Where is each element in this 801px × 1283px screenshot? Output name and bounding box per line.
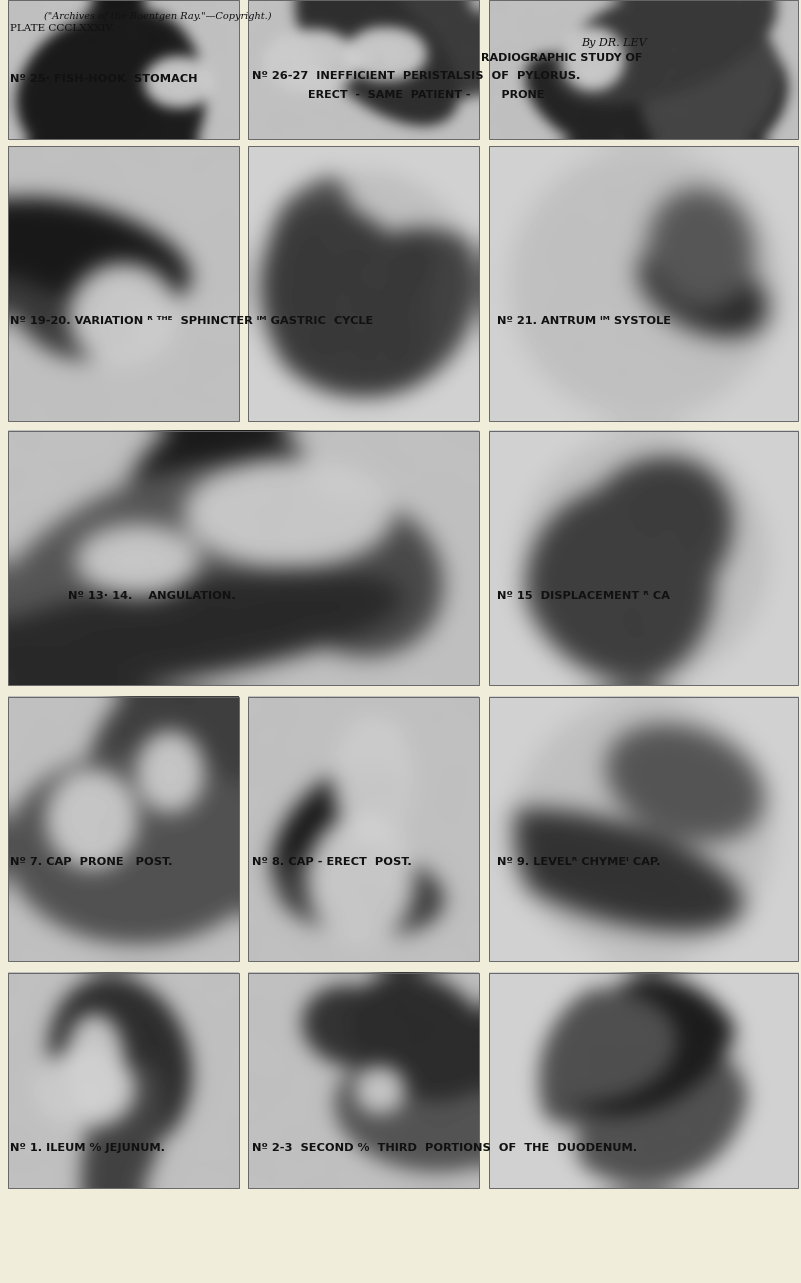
- Bar: [248, 0, 479, 139]
- Text: ("Archives of the Roentgen Ray."—Copyright.): ("Archives of the Roentgen Ray."—Copyrig…: [44, 12, 272, 21]
- Text: Nº 13· 14.    ANGULATION.: Nº 13· 14. ANGULATION.: [68, 591, 235, 602]
- Bar: [248, 146, 479, 421]
- Text: RADIOGRAPHIC STUDY OF: RADIOGRAPHIC STUDY OF: [481, 53, 642, 63]
- Bar: [8, 146, 239, 421]
- Text: Nº 1. ILEUM ⁰⁄₀ JEJUNUM.: Nº 1. ILEUM ⁰⁄₀ JEJUNUM.: [10, 1143, 165, 1152]
- Text: Nº 7. CAP  PRONE   POST.: Nº 7. CAP PRONE POST.: [10, 857, 172, 867]
- Bar: [489, 146, 798, 421]
- Bar: [489, 697, 798, 961]
- Text: Nº 26-27  INEFFICIENT  PERISTALSIS  OF  PYLORUS.: Nº 26-27 INEFFICIENT PERISTALSIS OF PYLO…: [252, 71, 581, 81]
- Bar: [248, 697, 479, 961]
- Text: By DR. LEV: By DR. LEV: [581, 38, 646, 49]
- Bar: [8, 973, 239, 1188]
- Text: ERECT  -  SAME  PATIENT -        PRONE: ERECT - SAME PATIENT - PRONE: [308, 90, 545, 100]
- Text: Nº 19-20. VARIATION ᴿ ᵀᴴᴱ  SPHINCTER ᴵᴹ GASTRIC  CYCLE: Nº 19-20. VARIATION ᴿ ᵀᴴᴱ SPHINCTER ᴵᴹ G…: [10, 316, 372, 326]
- Bar: [8, 431, 479, 685]
- Text: Nº 2-3  SECOND ⁰⁄₀  THIRD  PORTIONS  OF  THE  DUODENUM.: Nº 2-3 SECOND ⁰⁄₀ THIRD PORTIONS OF THE …: [252, 1143, 638, 1152]
- Bar: [489, 431, 798, 685]
- Bar: [8, 0, 239, 139]
- Text: Nº 25· FISH-HOOK  STOMACH: Nº 25· FISH-HOOK STOMACH: [10, 74, 197, 85]
- Bar: [489, 973, 798, 1188]
- Bar: [248, 973, 479, 1188]
- Text: Nº 15  DISPLACEMENT ᴿ CA: Nº 15 DISPLACEMENT ᴿ CA: [497, 591, 670, 602]
- Bar: [489, 0, 798, 139]
- Text: Nº 9. LEVELᴿ CHYMEᴵ CAP.: Nº 9. LEVELᴿ CHYMEᴵ CAP.: [497, 857, 660, 867]
- Text: Nº 21. ANTRUM ᴵᴹ SYSTOLE: Nº 21. ANTRUM ᴵᴹ SYSTOLE: [497, 316, 670, 326]
- Text: Nº 8. CAP - ERECT  POST.: Nº 8. CAP - ERECT POST.: [252, 857, 412, 867]
- Bar: [8, 697, 239, 961]
- Text: PLATE CCCLXXXIV.: PLATE CCCLXXXIV.: [10, 24, 114, 33]
